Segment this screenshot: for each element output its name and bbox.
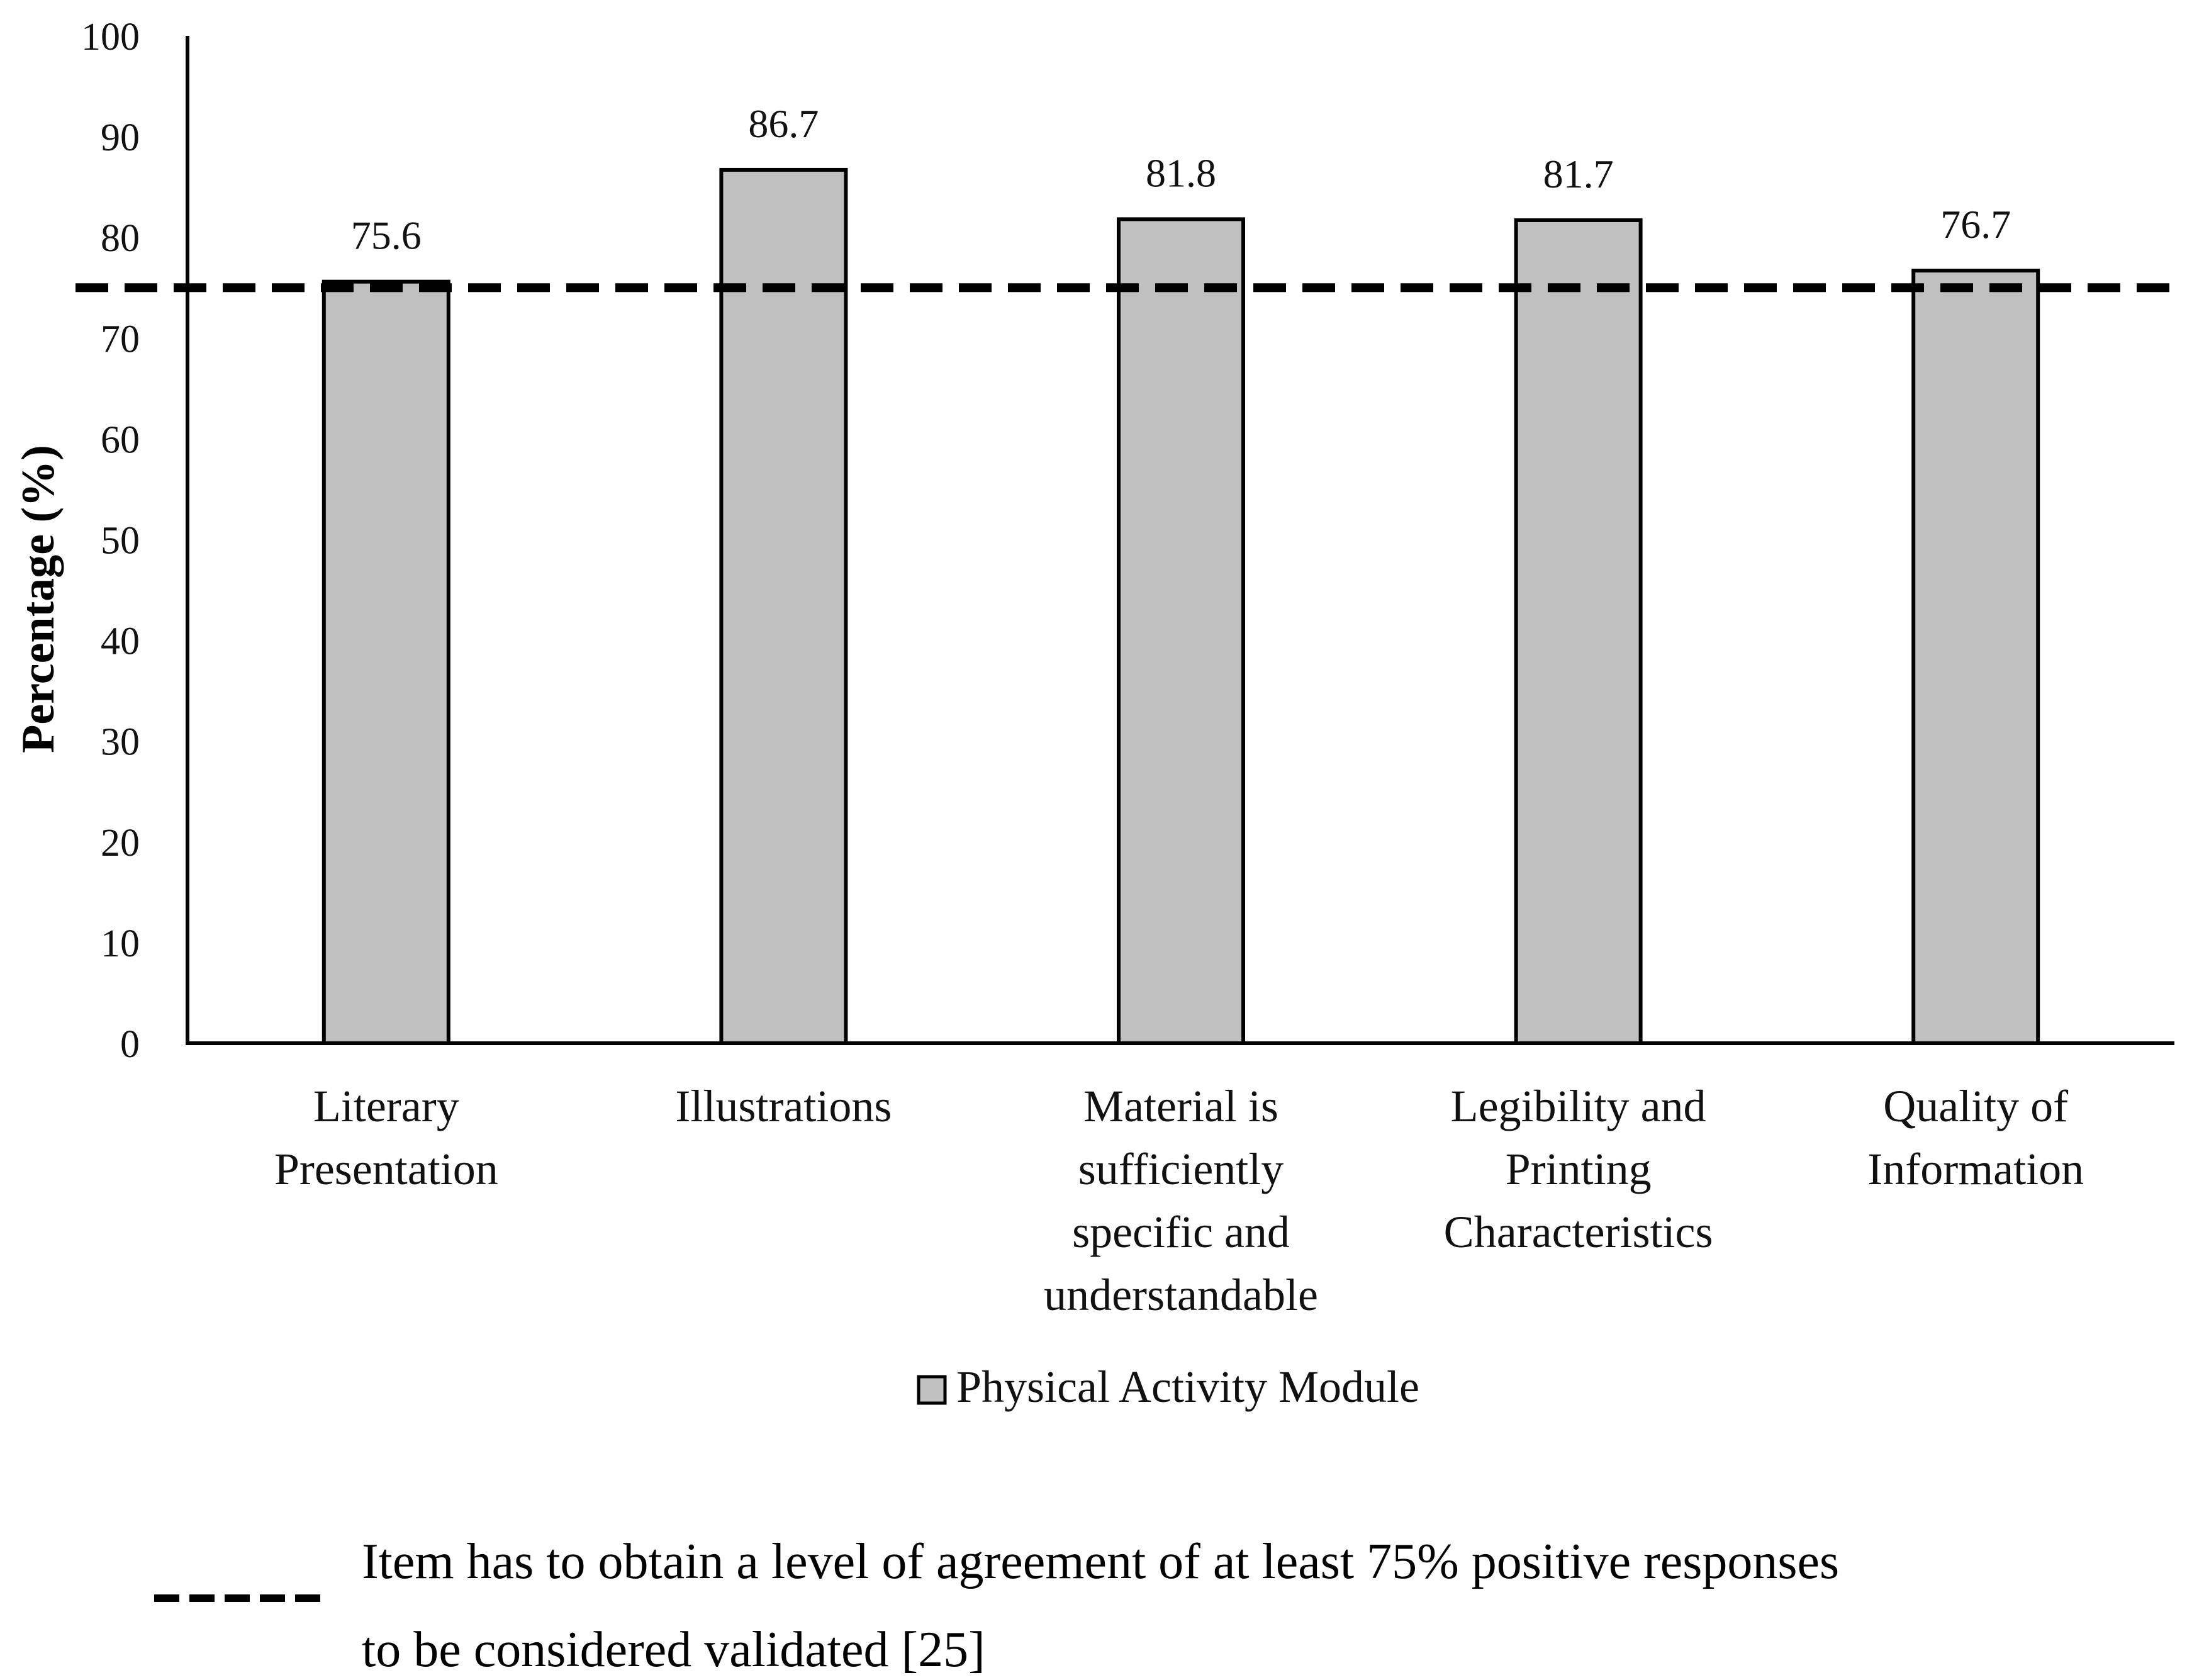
x-tick-label: Presentation [274, 1144, 498, 1194]
bar [1117, 217, 1245, 1046]
y-tick-label: 10 [101, 922, 140, 965]
x-tick-label: sufficiently [1078, 1144, 1284, 1194]
data-label: 81.7 [1543, 152, 1614, 196]
threshold-note: Item has to obtain a level of agreement … [154, 1534, 1839, 1677]
y-tick-label: 60 [101, 418, 140, 461]
y-tick-label: 50 [101, 520, 140, 563]
bar [1514, 218, 1643, 1045]
y-axis-label: Percentage (%) [13, 445, 64, 753]
bars [322, 167, 2040, 1046]
y-tick-label: 100 [81, 16, 140, 59]
x-tick-label: Information [1867, 1144, 2084, 1194]
y-tick-label: 20 [101, 822, 140, 865]
legend-swatch [917, 1375, 947, 1405]
x-tick-label: specific and [1072, 1207, 1290, 1257]
x-tick-label: Legibility and [1451, 1081, 1706, 1131]
x-tick-label: Illustrations [675, 1081, 892, 1131]
data-label: 81.8 [1146, 150, 1216, 195]
bar [719, 167, 848, 1046]
y-tick-label: 0 [120, 1023, 140, 1066]
bar [322, 279, 450, 1045]
legend-label: Physical Activity Module [956, 1362, 1419, 1412]
x-tick-label: understandable [1044, 1270, 1318, 1320]
y-tick-label: 70 [101, 318, 140, 361]
threshold-note-line-1: Item has to obtain a level of agreement … [362, 1534, 1839, 1589]
x-tick-label: Printing [1506, 1144, 1652, 1194]
x-axis-categories: Literary Presentation Illustrations Materia… [274, 1081, 2084, 1320]
data-labels: 75.6 86.7 81.8 81.7 76.7 [351, 101, 2011, 258]
y-tick-label: 90 [101, 116, 140, 159]
y-tick-label: 80 [101, 217, 140, 260]
bar [1911, 269, 2040, 1046]
x-tick-label: Quality of [1883, 1081, 2068, 1131]
y-axis-ticks: 0 10 20 30 40 50 60 70 80 90 100 [81, 16, 140, 1066]
x-tick-label: Characteristics [1444, 1207, 1713, 1257]
y-tick-label: 40 [101, 620, 140, 663]
legend: Physical Activity Module [917, 1362, 1419, 1412]
x-tick-label: Material is [1083, 1081, 1278, 1131]
x-tick-label: Literary [313, 1081, 459, 1131]
data-label: 75.6 [351, 213, 422, 258]
data-label: 86.7 [748, 101, 819, 146]
threshold-note-line-2: to be considered validated [25] [362, 1622, 985, 1677]
data-label: 76.7 [1940, 202, 2011, 247]
y-tick-label: 30 [101, 721, 140, 764]
